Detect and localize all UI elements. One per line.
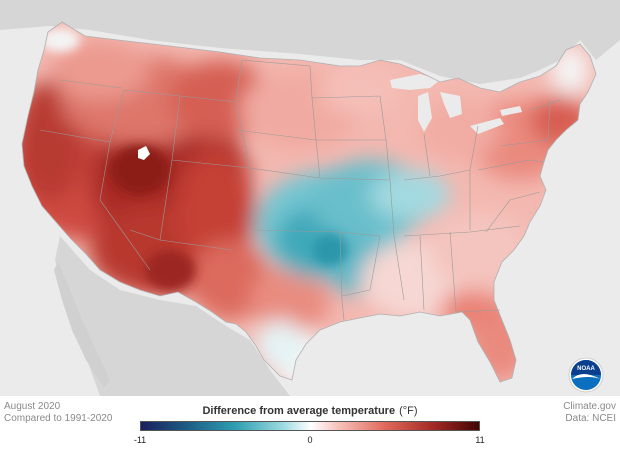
mexico-land xyxy=(55,236,290,396)
map-metadata-left: August 2020 Compared to 1991-2020 xyxy=(4,401,112,425)
legend-max-label: 11 xyxy=(475,435,485,445)
legend-min-label: -11 xyxy=(133,435,147,445)
legend-title-text: Difference from average temperature xyxy=(202,405,396,417)
baseline-label: Compared to 1991-2020 xyxy=(4,413,113,424)
baja-peninsula xyxy=(54,262,110,388)
canada-land xyxy=(0,0,620,84)
legend-colorbar xyxy=(140,421,480,431)
credit-label: Climate.gov xyxy=(563,401,616,412)
noaa-logo: NOAA xyxy=(568,357,604,393)
great-salt-lake xyxy=(138,146,150,160)
legend-title: Difference from average temperature (°F) xyxy=(0,405,620,417)
footer: August 2020 Compared to 1991-2020 Differ… xyxy=(0,396,620,450)
temperature-anomaly-map: NOAA xyxy=(0,0,620,396)
map-svg: NOAA xyxy=(0,0,620,396)
state-borders xyxy=(39,59,561,321)
us-outline xyxy=(21,21,597,383)
noaa-logo-text: NOAA xyxy=(577,366,595,372)
legend-unit: (°F) xyxy=(399,405,418,417)
date-label: August 2020 xyxy=(4,401,61,412)
map-metadata-right: Climate.gov Data: NCEI xyxy=(563,401,616,425)
great-lakes xyxy=(390,74,522,134)
data-source-label: Data: NCEI xyxy=(565,413,616,424)
legend-mid-label: 0 xyxy=(307,435,313,445)
